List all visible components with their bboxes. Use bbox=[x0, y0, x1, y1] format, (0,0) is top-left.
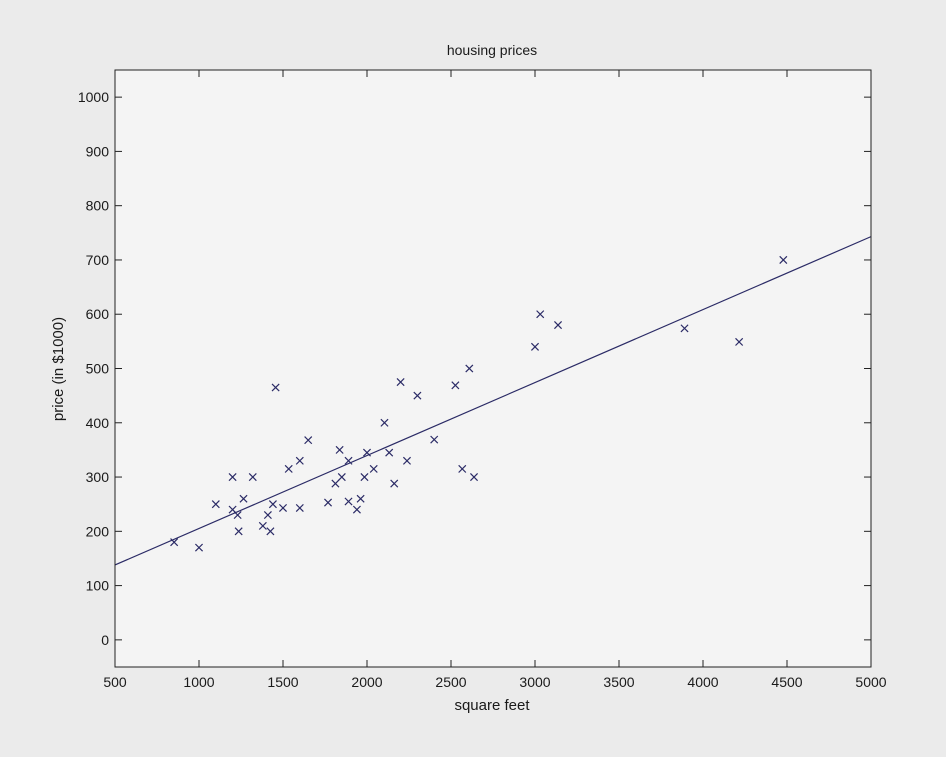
data-point bbox=[735, 337, 744, 346]
data-point bbox=[248, 473, 257, 482]
y-tick-label: 700 bbox=[86, 252, 110, 268]
y-tick-label: 900 bbox=[86, 143, 110, 159]
data-point bbox=[458, 464, 467, 473]
data-point bbox=[390, 479, 399, 488]
data-point bbox=[335, 445, 344, 454]
data-point bbox=[263, 511, 272, 520]
data-point bbox=[430, 435, 439, 444]
data-point bbox=[170, 538, 179, 547]
fit-line bbox=[114, 236, 872, 566]
fit-line-group bbox=[114, 236, 872, 566]
data-point bbox=[402, 456, 412, 465]
data-point bbox=[295, 503, 304, 513]
y-tick-label: 200 bbox=[86, 523, 110, 539]
data-point bbox=[234, 527, 243, 536]
data-point bbox=[268, 500, 277, 509]
data-point bbox=[239, 494, 248, 503]
x-axis-label: square feet bbox=[454, 697, 530, 714]
data-point bbox=[266, 527, 275, 536]
data-point bbox=[465, 364, 474, 373]
x-tick-label: 2000 bbox=[351, 674, 382, 690]
y-tick-label: 0 bbox=[101, 632, 109, 648]
y-tick-label: 800 bbox=[86, 198, 110, 214]
data-point bbox=[553, 321, 563, 330]
data-point bbox=[228, 473, 237, 482]
data-point bbox=[344, 497, 353, 506]
data-point bbox=[233, 511, 242, 520]
x-tick-label: 1000 bbox=[183, 674, 214, 690]
data-point bbox=[385, 448, 394, 457]
x-tick-label: 3500 bbox=[603, 674, 634, 690]
plot-area bbox=[115, 70, 871, 667]
y-tick-label: 1000 bbox=[78, 89, 109, 105]
data-point bbox=[331, 479, 340, 488]
data-point bbox=[284, 464, 293, 473]
data-point bbox=[451, 381, 460, 390]
chart-title: housing prices bbox=[447, 42, 537, 58]
x-tick-label: 1500 bbox=[267, 674, 298, 690]
data-point bbox=[278, 503, 288, 513]
axis-ticks: 500 1000 1500 2000 2500 3000 3500 4000 4500 5000 0… bbox=[78, 70, 887, 690]
data-point bbox=[362, 448, 372, 457]
y-tick-label: 600 bbox=[86, 306, 110, 322]
data-point bbox=[536, 310, 545, 319]
data-point bbox=[530, 342, 540, 351]
y-tick-label: 300 bbox=[86, 469, 110, 485]
plot-frame bbox=[114, 69, 872, 668]
data-point bbox=[469, 473, 479, 482]
data-point bbox=[271, 383, 280, 392]
data-point bbox=[360, 473, 369, 482]
x-tick-label: 4000 bbox=[687, 674, 718, 690]
y-tick-label: 500 bbox=[86, 361, 110, 377]
data-point bbox=[344, 456, 353, 465]
data-point bbox=[194, 543, 204, 552]
data-point bbox=[304, 436, 313, 445]
data-point bbox=[352, 505, 361, 514]
data-point bbox=[396, 378, 405, 387]
data-point bbox=[337, 473, 346, 482]
data-point bbox=[211, 500, 220, 509]
y-axis-label: price (in $1000) bbox=[50, 317, 67, 421]
x-tick-label: 3000 bbox=[519, 674, 550, 690]
data-point bbox=[380, 418, 389, 427]
data-point bbox=[413, 391, 422, 400]
data-point bbox=[258, 521, 267, 530]
data-point bbox=[323, 498, 333, 507]
y-tick-label: 100 bbox=[86, 578, 110, 594]
x-tick-label: 500 bbox=[103, 674, 127, 690]
data-point bbox=[779, 255, 788, 264]
x-tick-label: 2500 bbox=[435, 674, 466, 690]
data-point bbox=[680, 324, 689, 333]
data-point bbox=[356, 494, 365, 503]
y-tick-label: 400 bbox=[86, 415, 110, 431]
data-point bbox=[369, 464, 378, 473]
data-point bbox=[295, 456, 304, 465]
x-tick-label: 4500 bbox=[771, 674, 802, 690]
data-points bbox=[170, 255, 788, 552]
x-tick-label: 5000 bbox=[855, 674, 886, 690]
